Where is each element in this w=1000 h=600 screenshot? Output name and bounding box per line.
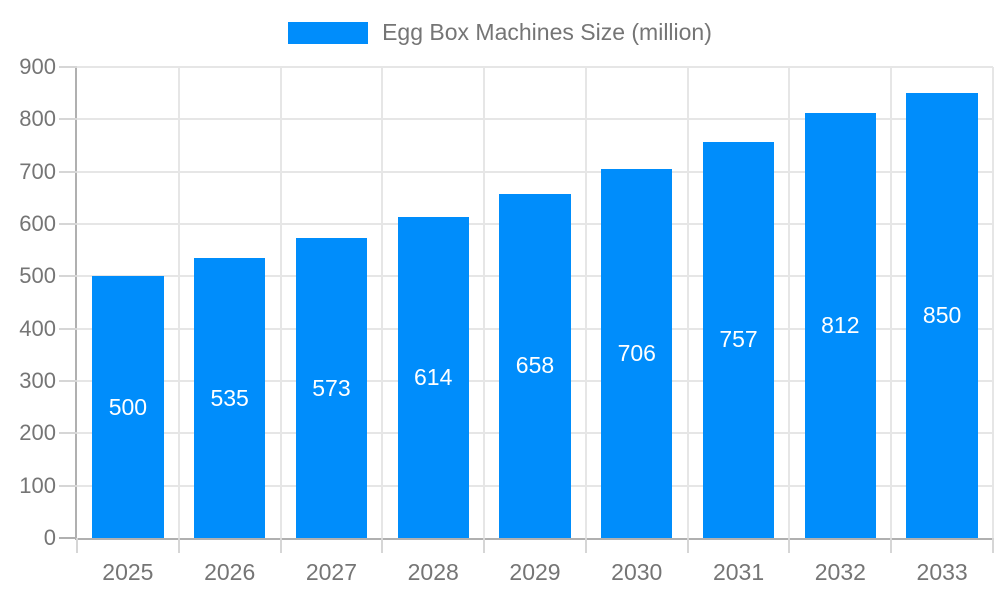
x-axis-label: 2032: [814, 559, 866, 585]
bar: 573: [295, 238, 368, 538]
x-tick: [177, 538, 180, 553]
y-gridline: [77, 170, 993, 173]
y-axis-label: 900: [19, 54, 56, 79]
y-tick: [59, 275, 77, 278]
x-tick: [992, 538, 994, 553]
x-axis-label: 2029: [509, 559, 561, 585]
x-tick: [584, 538, 587, 553]
legend-swatch: [288, 21, 369, 44]
x-tick: [788, 538, 791, 553]
x-tick: [686, 538, 689, 553]
x-gridline: [177, 67, 180, 538]
bar: 812: [804, 113, 876, 538]
x-axis-label: 2027: [305, 559, 358, 585]
legend-label: Egg Box Machines Size (million): [382, 19, 712, 45]
bar-value-label: 812: [821, 312, 860, 339]
y-axis-label: 700: [19, 158, 56, 184]
legend: Egg Box Machines Size (million): [0, 19, 1000, 46]
y-axis-label: 0: [43, 525, 56, 550]
y-tick: [59, 327, 77, 330]
y-tick: [59, 484, 77, 487]
bar: 658: [499, 193, 571, 538]
x-axis-label: 2026: [204, 559, 256, 585]
bar: 500: [92, 276, 164, 538]
y-axis-label: 100: [19, 472, 56, 498]
y-axis-label: 500: [19, 263, 56, 289]
x-gridline: [381, 67, 384, 538]
y-tick: [59, 66, 77, 68]
bar-value-label: 535: [210, 384, 249, 411]
y-tick: [59, 537, 77, 539]
y-axis-label: 600: [19, 211, 56, 237]
x-tick: [483, 538, 486, 553]
bar: 535: [194, 258, 266, 538]
y-tick: [59, 223, 77, 226]
y-tick: [59, 118, 77, 121]
x-gridline: [483, 67, 486, 538]
x-tick: [890, 538, 893, 553]
y-tick: [59, 432, 77, 435]
x-gridline: [788, 67, 791, 538]
y-tick: [59, 170, 77, 173]
bar-value-label: 614: [414, 363, 453, 390]
bar: 614: [397, 216, 469, 538]
bar: 757: [702, 141, 775, 538]
x-gridline: [686, 67, 689, 538]
y-axis-label: 200: [19, 420, 56, 446]
x-axis-label: 2025: [102, 559, 154, 585]
x-tick: [279, 538, 282, 553]
bar-value-label: 850: [922, 302, 962, 329]
x-axis-label: 2030: [611, 559, 663, 585]
bar-value-label: 706: [617, 339, 656, 366]
bar-value-label: 658: [515, 352, 555, 379]
plot-area: 0 100 200 300 400 500 600 700 800 900 2025 500 2026 5…: [19, 56, 994, 585]
bar: 850: [906, 93, 978, 538]
x-axis-label: 2028: [407, 559, 459, 585]
bar: 706: [601, 168, 673, 538]
y-gridline: [77, 118, 993, 121]
x-gridline: [279, 67, 282, 538]
x-axis-label: 2033: [916, 559, 968, 585]
y-tick: [59, 380, 77, 383]
x-gridline: [584, 67, 587, 538]
x-tick: [381, 538, 384, 553]
y-axis-label: 400: [19, 315, 56, 341]
bar-value-label: 500: [108, 393, 148, 420]
x-tick: [76, 538, 78, 553]
bar-value-label: 757: [719, 326, 758, 353]
y-axis-label: 800: [19, 106, 56, 132]
x-gridline: [890, 67, 893, 538]
bar-value-label: 573: [312, 374, 351, 401]
y-axis-label: 300: [19, 368, 56, 394]
x-gridline: [992, 67, 994, 538]
x-axis-label: 2031: [712, 559, 765, 585]
y-gridline: [77, 66, 993, 68]
